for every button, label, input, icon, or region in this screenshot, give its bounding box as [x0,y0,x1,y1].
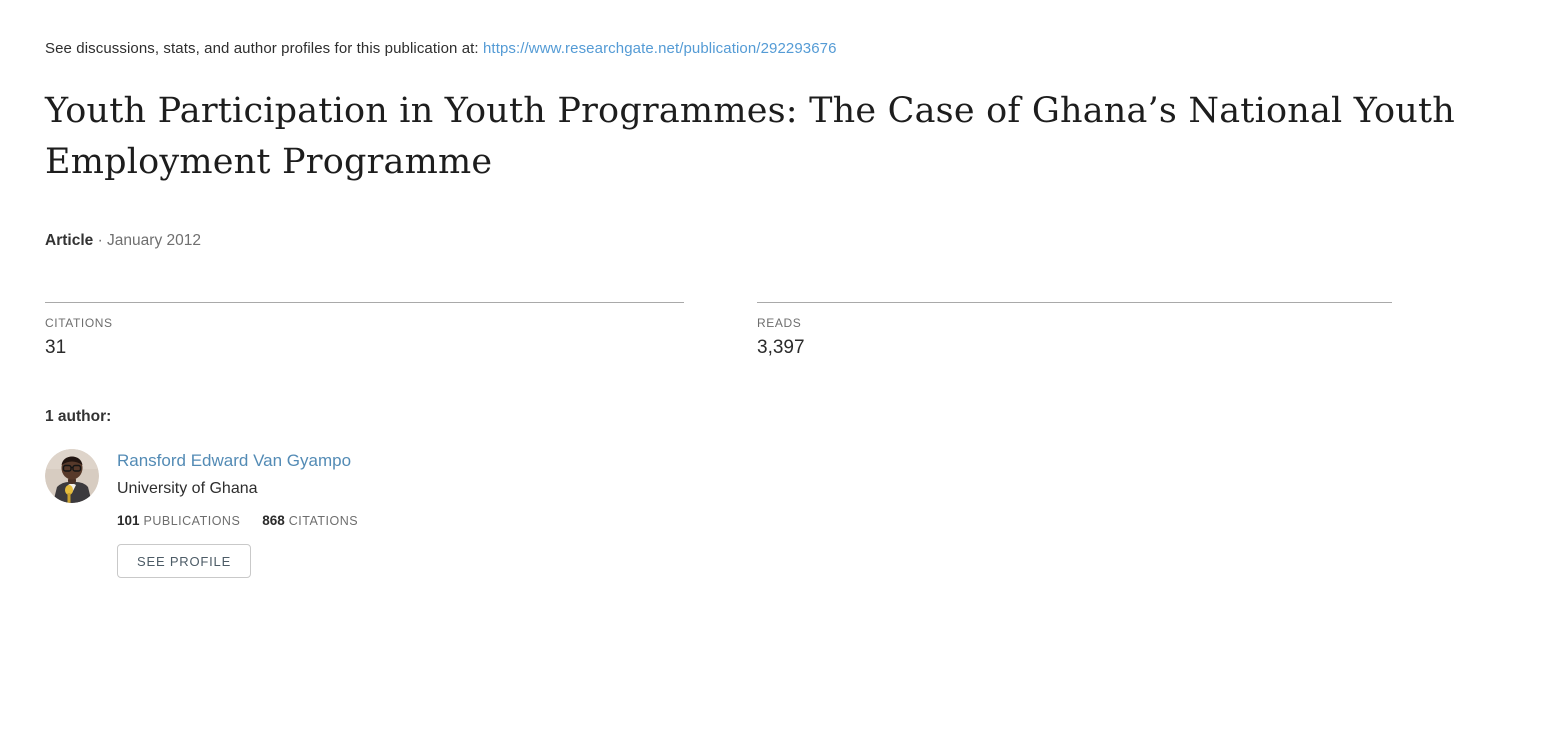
publication-url-link[interactable]: https://www.researchgate.net/publication… [482,40,837,57]
authors-heading: 1 author: [45,407,112,425]
reads-label: READS [757,315,802,330]
author-citations-label: CITATIONS [288,513,359,528]
see-profile-button[interactable]: SEE PROFILE [117,543,252,578]
publication-meta: Article · January 2012 [45,232,1509,250]
header-note-text: See discussions, stats, and author profi… [45,40,479,57]
publication-title: Youth Participation in Youth Programmes:… [45,91,1456,182]
citations-label: CITATIONS [45,315,113,330]
publications-count-label: PUBLICATIONS [143,513,241,528]
publication-cover-page: See discussions, stats, and author profi… [45,40,1509,578]
meta-separator: · [97,231,103,249]
author-affiliation: University of Ghana [117,479,258,497]
publication-type: Article [45,231,94,249]
author-avatar[interactable] [45,448,99,503]
publications-count: 101 [117,512,140,528]
publication-date: January 2012 [107,231,201,249]
author-card: Ransford Edward Van Gyampo University of… [45,448,1509,578]
author-info: Ransford Edward Van Gyampo University of… [117,449,358,578]
author-citations-count: 868 [262,512,285,528]
author-counts: 101 PUBLICATIONS 868 CITATIONS [117,513,358,528]
author-name-link[interactable]: Ransford Edward Van Gyampo [117,450,352,470]
citations-value: 31 [45,336,67,358]
header-note: See discussions, stats, and author profi… [45,40,1509,57]
reads-stat: READS 3,397 [757,301,1392,359]
citations-stat: CITATIONS 31 [45,301,684,359]
author-photo-icon [45,448,99,503]
stats-section: CITATIONS 31 READS 3,397 [45,301,1509,359]
reads-value: 3,397 [757,336,805,358]
